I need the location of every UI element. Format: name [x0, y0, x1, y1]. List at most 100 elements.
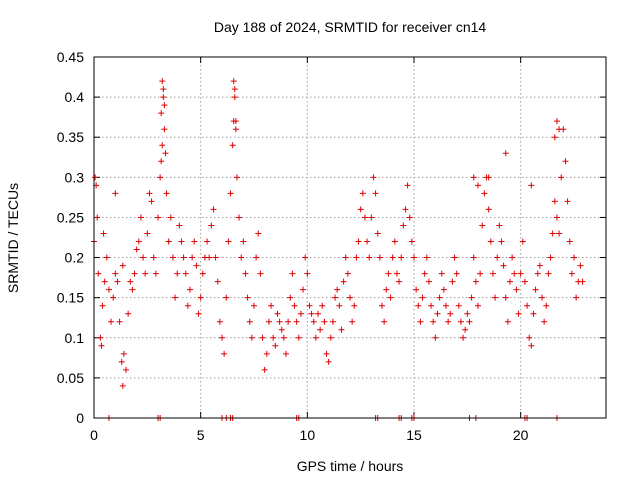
grid — [94, 57, 606, 418]
data-point — [492, 294, 499, 301]
data-point — [485, 174, 492, 181]
data-point — [498, 238, 505, 245]
data-point — [487, 238, 494, 245]
data-point — [532, 286, 539, 293]
data-point — [280, 334, 287, 341]
data-point — [110, 294, 117, 301]
data-point — [184, 302, 191, 309]
data-point — [545, 270, 552, 277]
data-point — [425, 278, 432, 285]
data-point — [165, 238, 172, 245]
data-point — [163, 190, 170, 197]
data-point — [253, 254, 260, 261]
data-point — [257, 270, 264, 277]
data-point — [319, 302, 326, 309]
data-point — [355, 238, 362, 245]
data-point — [432, 334, 439, 341]
data-point — [150, 254, 157, 261]
data-point — [549, 230, 556, 237]
data-point — [169, 254, 176, 261]
data-point — [146, 190, 153, 197]
data-point — [404, 182, 411, 189]
data-point — [329, 318, 336, 325]
data-point — [287, 294, 294, 301]
data-point — [440, 286, 447, 293]
data-point — [206, 254, 213, 261]
data-point — [148, 198, 155, 205]
data-point — [304, 270, 311, 277]
data-point — [251, 302, 257, 309]
data-point — [95, 270, 102, 277]
data-point — [152, 270, 159, 277]
data-point — [430, 318, 437, 325]
data-point — [310, 318, 317, 325]
data-point — [131, 270, 138, 277]
data-point — [528, 342, 535, 349]
data-point — [391, 238, 398, 245]
data-point — [315, 310, 321, 317]
data-point — [261, 366, 268, 373]
data-point — [411, 254, 417, 261]
data-point — [351, 302, 358, 309]
chart-title: Day 188 of 2024, SRMTID for receiver cn1… — [214, 19, 487, 35]
data-point — [423, 254, 430, 261]
data-point — [327, 334, 334, 341]
data-point — [571, 254, 577, 261]
data-point — [103, 254, 110, 261]
data-point — [159, 142, 166, 149]
data-point — [551, 198, 558, 205]
data-point — [272, 342, 279, 349]
data-point — [366, 254, 373, 261]
data-point — [157, 174, 164, 181]
data-point — [372, 190, 379, 197]
data-point — [534, 270, 541, 277]
data-point — [443, 302, 449, 309]
data-point — [457, 318, 464, 325]
data-point — [353, 254, 360, 261]
data-point — [161, 126, 168, 133]
data-point — [402, 206, 409, 213]
data-point — [568, 270, 575, 277]
data-point — [556, 230, 563, 237]
data-point — [105, 286, 112, 293]
data-point — [481, 190, 488, 197]
data-point — [289, 270, 296, 277]
data-point — [155, 214, 161, 221]
data-point — [312, 334, 319, 341]
data-point — [180, 254, 187, 261]
data-point — [530, 310, 537, 317]
data-point — [553, 214, 560, 221]
plot-frame — [93, 56, 607, 419]
data-point — [101, 278, 108, 285]
data-point — [415, 302, 422, 309]
data-point — [470, 254, 477, 261]
data-point — [321, 318, 328, 325]
data-point — [475, 302, 481, 309]
data-point — [334, 286, 341, 293]
data-point — [223, 294, 230, 301]
data-point — [511, 270, 518, 277]
data-point — [413, 286, 420, 293]
data-point — [460, 334, 467, 341]
data-point — [502, 294, 509, 301]
data-point — [197, 294, 204, 301]
data-point — [140, 254, 147, 261]
data-point — [162, 150, 169, 157]
data-point — [229, 142, 236, 149]
data-point — [344, 270, 351, 277]
data-point — [295, 334, 302, 341]
data-point — [112, 190, 119, 197]
data-point — [189, 254, 196, 261]
data-point — [504, 318, 511, 325]
data-point — [94, 214, 101, 221]
data-point — [507, 278, 513, 285]
y-tick-label: 0.25 — [57, 209, 84, 225]
data-point — [160, 86, 167, 93]
y-tick-label: 0 — [76, 410, 84, 426]
data-point — [278, 326, 285, 333]
data-point — [270, 334, 277, 341]
data-point — [489, 270, 496, 277]
data-point — [573, 294, 580, 301]
data-point — [199, 270, 206, 277]
